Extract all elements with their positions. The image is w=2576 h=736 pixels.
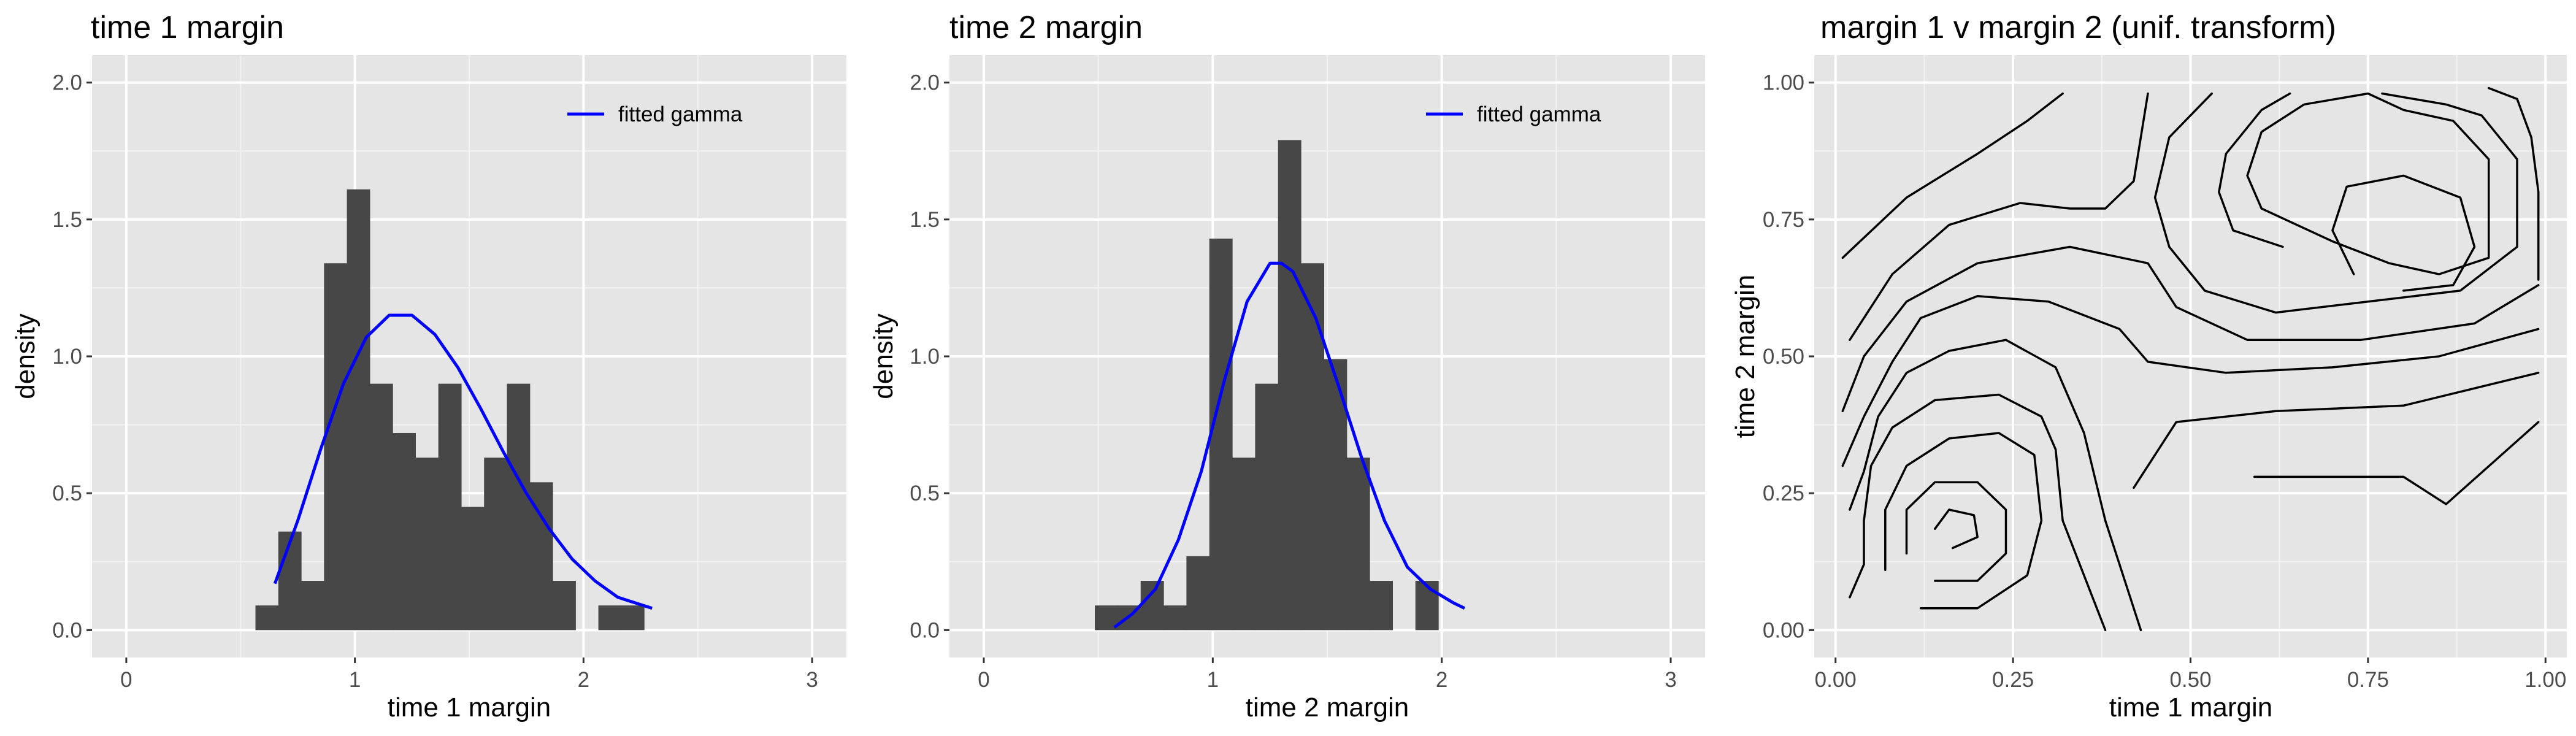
y-tick-label: 0.00 bbox=[1763, 618, 1804, 642]
contour-line bbox=[2246, 92, 2490, 275]
chart-title: margin 1 v margin 2 (unif. transform) bbox=[1820, 10, 2336, 45]
histogram bbox=[1095, 140, 1439, 631]
histogram-bar bbox=[621, 605, 645, 631]
x-tick-label: 1 bbox=[1207, 668, 1219, 692]
grid-lines bbox=[1814, 55, 2567, 657]
histogram-bar bbox=[1140, 581, 1164, 631]
histogram-bar bbox=[1370, 581, 1393, 631]
contour-line bbox=[2218, 92, 2291, 248]
histogram-bar bbox=[1415, 581, 1439, 631]
y-tick-label: 1.0 bbox=[52, 345, 82, 369]
histogram-bar bbox=[301, 581, 324, 631]
contour-line bbox=[1841, 92, 2064, 259]
x-tick-label: 0 bbox=[120, 668, 132, 692]
histogram-bar bbox=[1301, 263, 1324, 631]
histogram-bar bbox=[347, 189, 370, 631]
axis-ticks: 0 1 2 3 0.0 0.5 1.0 1.5 2.0 bbox=[910, 71, 1676, 692]
histogram-bar bbox=[598, 605, 622, 631]
histogram-bar bbox=[484, 458, 508, 631]
y-tick-label: 0.50 bbox=[1763, 345, 1804, 369]
y-tick-label: 0.75 bbox=[1763, 208, 1804, 232]
y-axis-title: density bbox=[10, 313, 40, 399]
x-tick-label: 0.00 bbox=[1815, 668, 1857, 692]
contour-lines bbox=[1841, 86, 2540, 632]
contour-line bbox=[1905, 481, 2007, 582]
x-tick-label: 1 bbox=[349, 668, 361, 692]
y-axis-title: density bbox=[868, 313, 899, 399]
chart-title: time 2 margin bbox=[949, 10, 1143, 45]
contour-line bbox=[1841, 295, 2540, 467]
histogram-bar bbox=[393, 432, 416, 631]
histogram-bar bbox=[461, 507, 485, 631]
histogram-bar bbox=[369, 383, 393, 631]
contour-line bbox=[1884, 432, 2043, 610]
x-tick-label: 1.00 bbox=[2524, 668, 2566, 692]
legend: fitted gamma bbox=[1426, 102, 1601, 126]
legend: fitted gamma bbox=[567, 102, 743, 126]
y-tick-label: 2.0 bbox=[910, 71, 940, 95]
x-tick-label: 3 bbox=[1665, 668, 1676, 692]
histogram-bar bbox=[278, 531, 302, 631]
y-tick-label: 1.5 bbox=[52, 208, 82, 232]
x-tick-label: 0.25 bbox=[1992, 668, 2034, 692]
x-axis-title: time 1 margin bbox=[2109, 692, 2273, 723]
chart-title: time 1 margin bbox=[91, 10, 284, 45]
histogram-bar bbox=[507, 383, 531, 631]
x-axis-title: time 1 margin bbox=[388, 692, 551, 723]
histogram-bar bbox=[553, 581, 576, 631]
histogram-bar bbox=[324, 263, 348, 631]
y-tick-label: 0.5 bbox=[52, 481, 82, 505]
y-tick-label: 0.5 bbox=[910, 481, 940, 505]
y-tick-label: 0.0 bbox=[52, 618, 82, 642]
fitted-gamma-line bbox=[1113, 261, 1466, 629]
x-tick-label: 3 bbox=[806, 668, 818, 692]
panel-contour: margin 1 v margin 2 (unif. transform) 0.… bbox=[1730, 10, 2567, 723]
y-axis-title: time 2 margin bbox=[1730, 275, 1760, 439]
x-tick-label: 0 bbox=[978, 668, 989, 692]
legend-label-fitted-gamma: fitted gamma bbox=[1477, 102, 1601, 126]
x-axis-title: time 2 margin bbox=[1246, 692, 1409, 723]
contour-line bbox=[2331, 174, 2476, 292]
y-tick-label: 1.0 bbox=[910, 345, 940, 369]
axis-ticks: 0 1 2 3 0.0 0.5 1.0 1.5 2.0 bbox=[52, 71, 818, 692]
y-tick-label: 0.0 bbox=[910, 618, 940, 642]
histogram-bar bbox=[1255, 383, 1279, 631]
histogram-bar bbox=[1186, 556, 1210, 631]
y-tick-label: 1.00 bbox=[1763, 71, 1804, 95]
y-tick-label: 0.25 bbox=[1763, 481, 1804, 505]
fitted-gamma-line bbox=[273, 313, 653, 610]
panel-time-1-margin: time 1 margin 0 1 2 3 0.0 0.5 1.0 1.5 2.0 fitted… bbox=[10, 10, 846, 723]
contour-line bbox=[1849, 393, 2107, 632]
x-tick-label: 0.75 bbox=[2347, 668, 2389, 692]
grid-lines bbox=[92, 55, 846, 657]
histogram-bar bbox=[1163, 605, 1187, 631]
contour-line bbox=[2253, 421, 2540, 505]
histogram-bar bbox=[255, 605, 279, 631]
histogram-bar bbox=[438, 383, 462, 631]
contour-line bbox=[1849, 92, 2149, 341]
histogram-bar bbox=[415, 458, 439, 631]
axis-ticks: 0.00 0.25 0.50 0.75 1.00 0.00 0.25 0.50 0.75 1.00 bbox=[1763, 71, 2566, 692]
contour-line bbox=[2153, 92, 2518, 314]
histogram bbox=[255, 189, 645, 631]
contour-line bbox=[1849, 339, 2142, 632]
histogram-bar bbox=[1346, 458, 1370, 631]
contour-line bbox=[1841, 245, 2540, 413]
contour-line bbox=[1934, 508, 1979, 550]
histogram-bar bbox=[1209, 239, 1233, 631]
legend-label-fitted-gamma: fitted gamma bbox=[618, 102, 743, 126]
contour-line bbox=[2133, 372, 2540, 489]
histogram-bar bbox=[1278, 140, 1301, 631]
x-tick-label: 2 bbox=[578, 668, 589, 692]
contour-line bbox=[2487, 86, 2540, 281]
x-tick-label: 0.50 bbox=[2169, 668, 2211, 692]
y-tick-label: 2.0 bbox=[52, 71, 82, 95]
x-tick-label: 2 bbox=[1436, 668, 1447, 692]
histogram-bar bbox=[1232, 458, 1255, 631]
y-tick-label: 1.5 bbox=[910, 208, 940, 232]
panel-time-2-margin: time 2 margin 0 1 2 3 0.0 0.5 1.0 1.5 2.0 fitted… bbox=[868, 10, 1705, 723]
